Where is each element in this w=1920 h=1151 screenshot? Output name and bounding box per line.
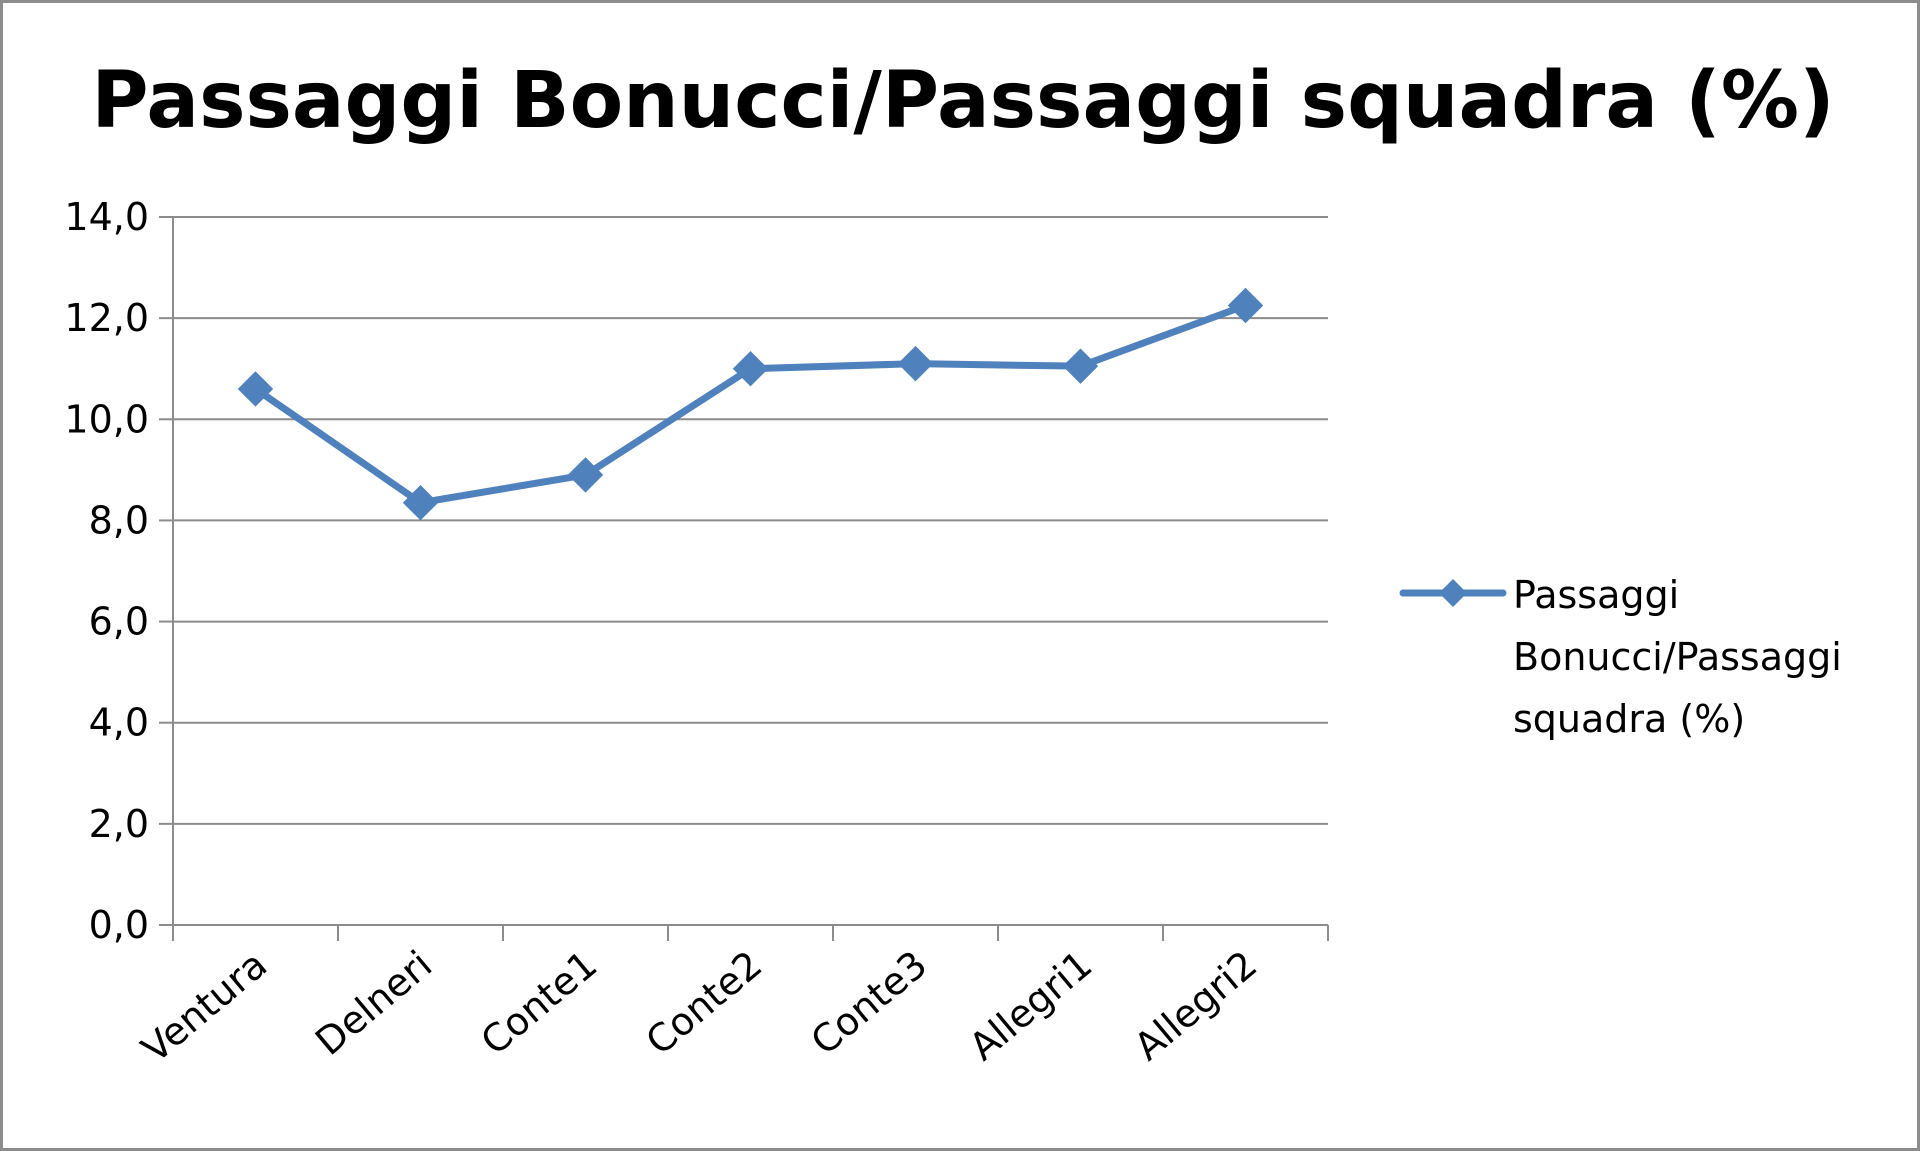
data-point-marker xyxy=(1062,348,1099,384)
y-tick-label: 2,0 xyxy=(89,802,149,846)
data-point-marker xyxy=(897,345,934,382)
legend-marker xyxy=(1439,579,1467,607)
data-point-marker xyxy=(237,371,274,407)
series-line xyxy=(252,302,1249,507)
legend: Passaggi Bonucci/Passaggi squadra (%) xyxy=(1399,573,1842,741)
gridlines xyxy=(173,216,1328,825)
x-tick-label: Delneri xyxy=(307,942,440,1064)
data-point-marker xyxy=(567,457,604,493)
x-tick-label: Conte2 xyxy=(638,942,771,1063)
y-tick-label: 12,0 xyxy=(64,296,149,340)
legend-label: squadra (%) xyxy=(1513,697,1745,741)
y-tick-label: 6,0 xyxy=(89,600,149,644)
x-axis-tick-labels: Ventura Delneri Conte1 Conte2 Conte3 Allegri1… xyxy=(133,942,1265,1071)
data-point-marker xyxy=(402,485,439,521)
y-axis-tick-labels: 0,0 2,0 4,0 6,0 8,0 10,0 12,0 14,0 xyxy=(64,195,149,947)
x-tick-label: Allegri2 xyxy=(1126,942,1265,1069)
legend-label: Passaggi xyxy=(1513,573,1679,617)
line-chart: Passaggi Bonucci/Passaggi squadra (%) 0,… xyxy=(64,56,1842,1071)
x-tick-label: Allegri1 xyxy=(961,942,1100,1069)
y-tick-label: 0,0 xyxy=(89,903,149,947)
x-tick-label: Conte1 xyxy=(473,942,606,1063)
series-layer xyxy=(237,287,1264,521)
y-tick-label: 8,0 xyxy=(89,498,149,542)
y-tick-label: 14,0 xyxy=(64,195,149,239)
legend-label: Bonucci/Passaggi xyxy=(1513,635,1842,679)
x-tick-label: Ventura xyxy=(133,942,275,1071)
data-point-marker xyxy=(732,351,769,387)
y-tick-label: 4,0 xyxy=(89,701,149,745)
axes xyxy=(159,216,1329,941)
y-tick-label: 10,0 xyxy=(64,397,149,441)
data-point-marker xyxy=(1227,287,1264,324)
x-tick-label: Conte3 xyxy=(803,942,936,1063)
chart-title: Passaggi Bonucci/Passaggi squadra (%) xyxy=(91,56,1834,146)
